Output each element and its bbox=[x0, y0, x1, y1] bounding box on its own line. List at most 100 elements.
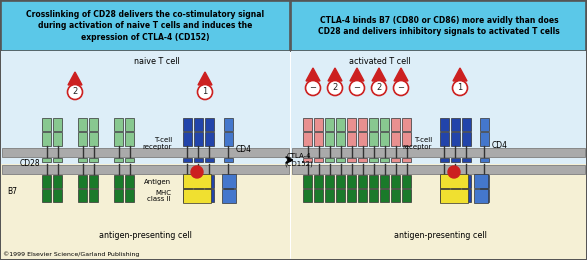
Bar bbox=[402, 189, 411, 202]
Bar bbox=[314, 118, 323, 131]
Bar bbox=[42, 189, 51, 202]
Bar bbox=[358, 175, 367, 188]
Bar bbox=[78, 158, 87, 162]
Bar bbox=[314, 158, 323, 162]
Bar bbox=[303, 189, 312, 202]
Bar bbox=[480, 132, 488, 146]
Bar bbox=[325, 132, 334, 146]
Bar bbox=[114, 189, 123, 202]
Bar bbox=[303, 175, 312, 188]
Bar bbox=[1, 1, 290, 51]
Bar bbox=[358, 118, 367, 131]
Bar bbox=[325, 189, 334, 202]
Bar bbox=[461, 118, 471, 131]
Bar bbox=[204, 118, 214, 131]
Bar bbox=[291, 164, 586, 259]
Text: CD4: CD4 bbox=[236, 146, 252, 154]
Bar bbox=[53, 175, 62, 188]
Text: 1: 1 bbox=[457, 83, 463, 93]
Circle shape bbox=[349, 81, 365, 95]
Bar bbox=[194, 132, 203, 146]
Bar bbox=[53, 189, 62, 202]
Polygon shape bbox=[350, 68, 364, 81]
Bar bbox=[125, 175, 134, 188]
Bar bbox=[358, 189, 367, 202]
Bar bbox=[440, 189, 468, 203]
Bar bbox=[380, 189, 389, 202]
Bar bbox=[224, 158, 232, 162]
Bar bbox=[2, 165, 289, 174]
Bar bbox=[194, 189, 203, 202]
Bar bbox=[391, 158, 400, 162]
Bar bbox=[89, 118, 98, 131]
Bar bbox=[204, 132, 214, 146]
Bar bbox=[402, 132, 411, 146]
Text: T-cell
receptor: T-cell receptor bbox=[143, 136, 172, 149]
Circle shape bbox=[448, 166, 460, 178]
Bar bbox=[183, 174, 211, 188]
Bar bbox=[336, 175, 345, 188]
Bar bbox=[89, 175, 98, 188]
Bar bbox=[347, 175, 356, 188]
Bar bbox=[440, 132, 448, 146]
Bar bbox=[440, 158, 448, 162]
Bar bbox=[183, 132, 191, 146]
Circle shape bbox=[191, 166, 203, 178]
Bar bbox=[291, 1, 586, 51]
Bar bbox=[450, 132, 460, 146]
Bar bbox=[89, 189, 98, 202]
Text: −: − bbox=[309, 83, 316, 93]
Text: CD4: CD4 bbox=[492, 140, 508, 150]
Bar bbox=[224, 189, 232, 202]
Bar bbox=[303, 118, 312, 131]
Bar bbox=[358, 132, 367, 146]
Bar bbox=[42, 118, 51, 131]
Polygon shape bbox=[68, 72, 82, 85]
Bar bbox=[369, 132, 378, 146]
Bar bbox=[474, 189, 488, 203]
Bar bbox=[391, 118, 400, 131]
Circle shape bbox=[393, 81, 409, 95]
Bar bbox=[224, 132, 232, 146]
Bar bbox=[53, 158, 62, 162]
Bar bbox=[440, 118, 448, 131]
Text: B7: B7 bbox=[7, 187, 17, 197]
Text: CTLA-4
(CD152): CTLA-4 (CD152) bbox=[285, 153, 313, 167]
Bar bbox=[380, 118, 389, 131]
Bar bbox=[194, 118, 203, 131]
Bar bbox=[78, 118, 87, 131]
Bar bbox=[380, 132, 389, 146]
Bar bbox=[314, 175, 323, 188]
Bar bbox=[402, 175, 411, 188]
Bar bbox=[347, 158, 356, 162]
Polygon shape bbox=[306, 68, 320, 81]
Text: ©1999 Elsevier Science/Garland Publishing: ©1999 Elsevier Science/Garland Publishin… bbox=[3, 251, 139, 257]
Bar bbox=[53, 132, 62, 146]
Bar bbox=[480, 175, 488, 188]
Text: −: − bbox=[353, 83, 360, 93]
Bar bbox=[1, 164, 290, 259]
Bar bbox=[114, 132, 123, 146]
Bar bbox=[114, 175, 123, 188]
Bar bbox=[369, 175, 378, 188]
Bar bbox=[391, 132, 400, 146]
Text: activated T cell: activated T cell bbox=[349, 57, 411, 67]
Bar bbox=[391, 175, 400, 188]
Bar bbox=[183, 189, 211, 203]
Bar bbox=[53, 118, 62, 131]
Bar bbox=[347, 132, 356, 146]
Bar bbox=[89, 158, 98, 162]
Bar bbox=[347, 189, 356, 202]
Bar bbox=[380, 158, 389, 162]
Bar bbox=[183, 118, 191, 131]
Bar bbox=[336, 189, 345, 202]
Bar bbox=[369, 158, 378, 162]
Bar bbox=[183, 189, 191, 202]
Bar bbox=[114, 118, 123, 131]
Circle shape bbox=[68, 84, 83, 100]
Bar bbox=[222, 189, 236, 203]
Bar bbox=[224, 175, 232, 188]
Text: 1: 1 bbox=[203, 88, 208, 96]
Bar bbox=[450, 175, 460, 188]
Bar bbox=[314, 132, 323, 146]
